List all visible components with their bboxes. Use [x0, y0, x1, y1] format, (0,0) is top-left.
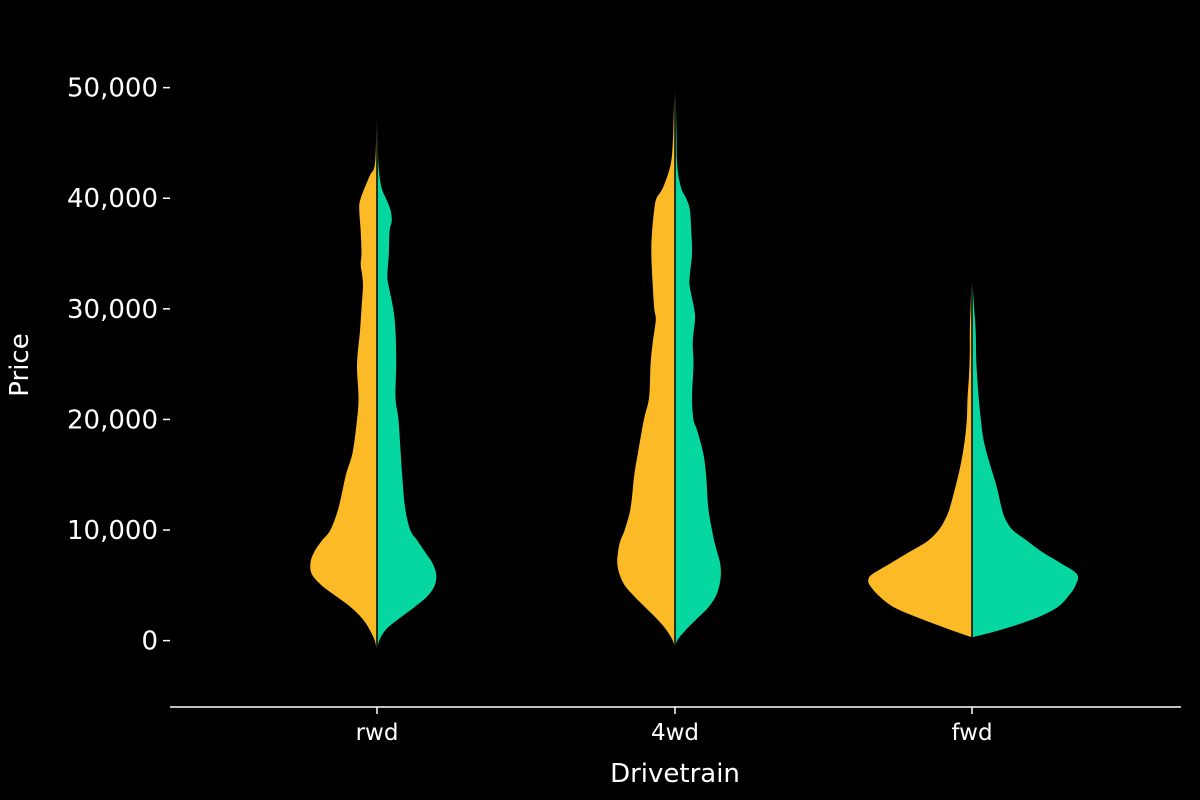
- violins: [310, 76, 1079, 652]
- violin-rwd-left-half: [310, 84, 377, 652]
- violin-4wd-right-half: [675, 76, 721, 650]
- x-axis-title: Drivetrain: [610, 759, 740, 789]
- y-axis-title: Price: [5, 333, 35, 396]
- y-tick-label: 30,000: [67, 295, 158, 325]
- violin-4wd: [617, 76, 721, 650]
- violin-rwd-right-half: [377, 84, 437, 652]
- y-tick-label: 20,000: [67, 405, 158, 435]
- x-tick-label-rwd: rwd: [356, 720, 399, 746]
- y-tick-label: 10,000: [67, 516, 158, 546]
- x-tick-label-fwd: fwd: [951, 720, 992, 746]
- y-tick-label: 0: [141, 627, 158, 657]
- x-tick-label-4wd: 4wd: [651, 720, 699, 746]
- violin-fwd: [868, 270, 1079, 638]
- violin-fwd-left-half: [868, 270, 972, 638]
- y-axis: 0 10,000 20,000 30,000 40,000 50,000: [67, 74, 170, 657]
- y-tick-label: 40,000: [67, 184, 158, 214]
- x-axis: rwd 4wd fwd: [356, 707, 993, 746]
- violin-fwd-right-half: [972, 270, 1079, 638]
- violin-rwd: [310, 84, 437, 652]
- violin-4wd-left-half: [617, 76, 675, 650]
- y-tick-label: 50,000: [67, 74, 158, 104]
